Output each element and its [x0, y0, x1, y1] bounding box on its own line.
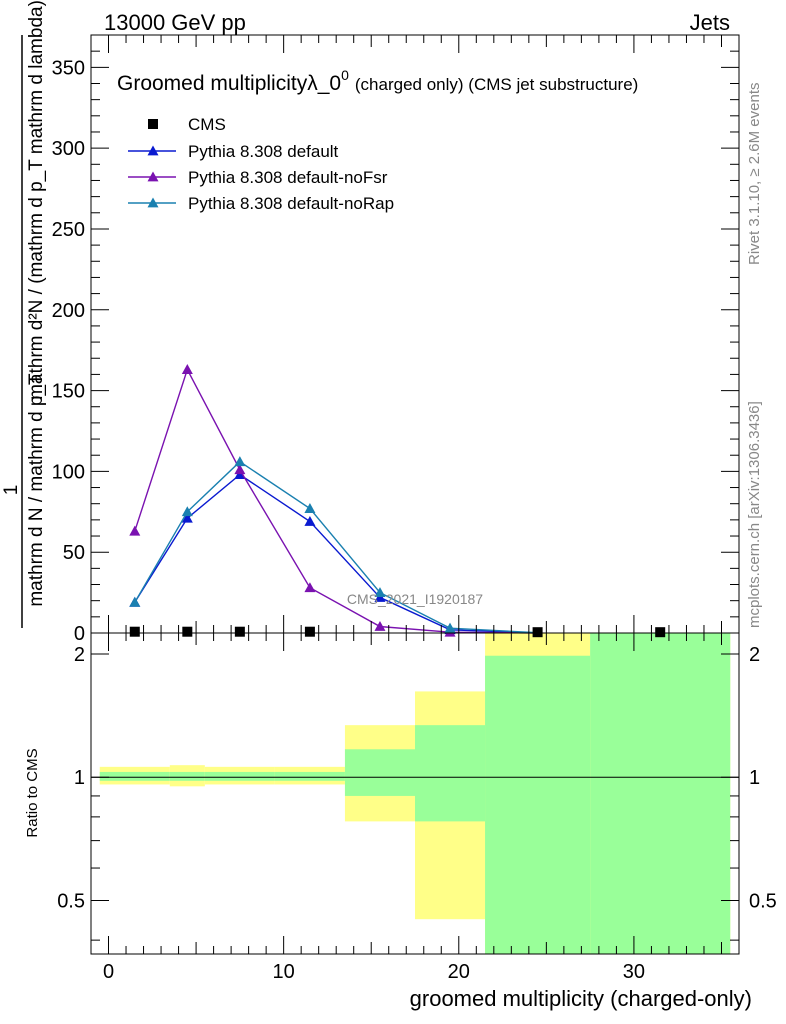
legend-label: Pythia 8.308 default-noRap [188, 194, 394, 213]
ratio-tick-label-right: 2 [749, 644, 760, 666]
ratio-tick-label-right: 1 [749, 767, 760, 789]
ratio-band-green [590, 633, 731, 954]
ratio-band-green [485, 655, 591, 954]
series-point-noFsr [234, 464, 246, 475]
cms-data-point [304, 626, 315, 637]
x-tick-label: 30 [623, 961, 645, 983]
cms-data-point [532, 627, 543, 638]
legend-label: CMS [188, 115, 226, 134]
series-point-default [304, 515, 316, 526]
ratio-band-green [415, 725, 486, 822]
series-point-default [181, 512, 193, 523]
x-axis: 0 10 20 30 [103, 35, 722, 983]
chart-title-sup: 0 [341, 67, 349, 83]
series-point-noRap [129, 596, 141, 607]
ratio-plot-frame [90, 632, 740, 955]
y-tick-label: 100 [52, 461, 85, 483]
x-tick-label: 20 [448, 961, 470, 983]
series-point-noFsr [181, 364, 193, 374]
ratio-tick-label-left: 0.5 [57, 890, 85, 912]
chart-title: Groomed multiplicityλ_00 (charged only) (… [117, 67, 638, 95]
mcplots-label: mcplots.cern.ch [arXiv:1306.3436] [746, 401, 763, 628]
ratio-bands [99, 633, 731, 954]
main-series [129, 364, 666, 638]
cms-data-point [234, 626, 245, 637]
ratio-band-green [169, 771, 205, 781]
rivet-label: Rivet 3.1.10, ≥ 2.6M events [746, 83, 763, 266]
series-point-noRap [444, 622, 456, 633]
chart-title-main: Groomed multiplicityλ_0 [117, 72, 341, 95]
y-tick-label: 50 [63, 542, 85, 564]
ratio-y-label: Ratio to CMS [24, 748, 41, 837]
series-line-default [134, 473, 538, 634]
y-tick-label: 250 [52, 219, 85, 241]
series-line-noRap [134, 460, 538, 634]
legend-marker-noFsr [147, 171, 159, 182]
header-right: Jets [690, 10, 730, 35]
series-point-noRap [234, 456, 246, 467]
series-point-noRap [374, 587, 386, 597]
y-label-expression: mathrm d²N / (mathrm d p_T mathrm d lamb… [26, 0, 47, 400]
series-point-noFsr [374, 621, 386, 631]
x-tick-label: 10 [273, 961, 295, 983]
legend-marker-default [147, 145, 159, 156]
cms-data-point [655, 627, 666, 638]
ratio-band-green [344, 749, 415, 796]
legend-label: Pythia 8.308 default [188, 142, 339, 161]
main-axes: 0 50 100 150 200 250 300 350 [52, 50, 739, 645]
y-tick-label: 150 [52, 381, 85, 403]
ratio-band-green [99, 771, 170, 781]
series-point-noRap [181, 506, 193, 517]
y-tick-label: 300 [52, 138, 85, 160]
y-tick-label: 350 [52, 57, 85, 79]
series-point-noFsr [129, 525, 141, 536]
watermark: CMS_2021_I1920187 [347, 591, 483, 607]
main-y-label: 1 mathrm d N / mathrm d p_T mathrm d²N /… [1, 0, 47, 628]
legend: CMS Pythia 8.308 default Pythia 8.308 defa… [128, 115, 394, 213]
ratio-tick-label-left: 1 [74, 767, 85, 789]
chart-title-small: (charged only) (CMS jet substructure) [355, 75, 638, 94]
x-axis-label: groomed multiplicity (charged-only) [410, 986, 752, 1011]
y-tick-label: 0 [74, 623, 85, 645]
cms-data-point [182, 626, 193, 637]
y-label-denominator: mathrm d N / mathrm d p_T [26, 373, 47, 607]
y-label-numerator: 1 [1, 485, 22, 496]
ratio-band-green [274, 771, 345, 781]
ratio-tick-label-left: 2 [74, 644, 85, 666]
series-point-noFsr [304, 582, 316, 593]
header-left: 13000 GeV pp [104, 10, 246, 35]
x-tick-label: 0 [103, 961, 114, 983]
legend-marker-cms [148, 119, 158, 129]
legend-marker-noRap [147, 197, 159, 208]
y-tick-label: 200 [52, 300, 85, 322]
legend-label: Pythia 8.308 default-noFsr [188, 168, 388, 187]
ratio-band-green [204, 771, 275, 781]
cms-data-point [129, 626, 140, 637]
series-point-noRap [304, 503, 316, 513]
ratio-tick-label-right: 0.5 [749, 890, 777, 912]
ratio-axes: 0.5 0.5 1 1 2 2 [57, 644, 777, 941]
